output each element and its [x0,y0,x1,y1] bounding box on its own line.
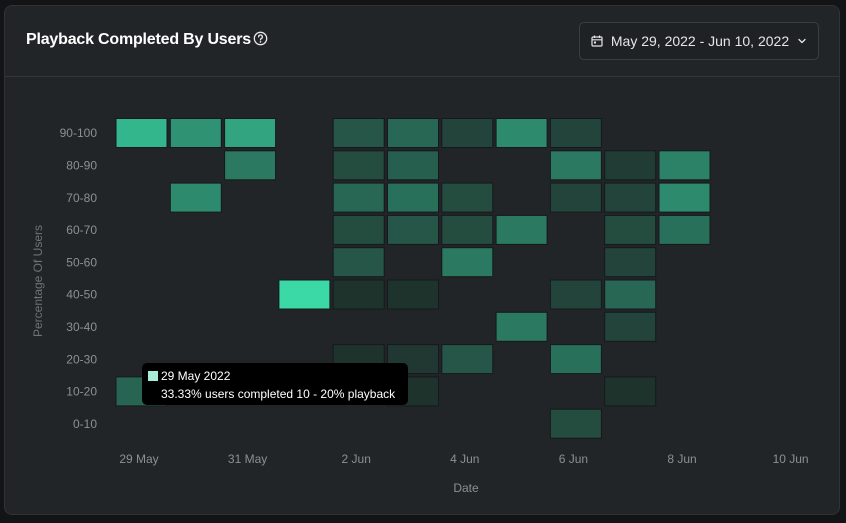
heatmap-cell[interactable] [495,214,548,245]
heatmap-cell[interactable] [549,150,602,181]
heatmap-cell[interactable] [387,344,439,375]
heatmap-cell[interactable] [549,408,602,439]
heatmap-cell[interactable] [224,118,277,148]
heatmap-cell[interactable] [387,214,439,245]
heatmap-cell[interactable] [495,118,548,148]
heatmap-cell[interactable] [115,118,168,148]
heatmap-cell[interactable] [441,182,494,213]
heatmap-cell[interactable] [169,182,222,213]
heatmap-cell[interactable] [441,344,494,375]
calendar-icon [591,35,603,47]
x-tick-label: 10 Jun [773,452,809,466]
heatmap-cell[interactable] [604,279,657,310]
chevron-down-icon [798,38,806,44]
x-tick-label: 31 May [228,452,267,466]
chart-title-text: Playback Completed By Users [26,31,251,48]
heatmap-cell[interactable] [549,118,602,148]
x-tick-label: 29 May [119,452,158,466]
heatmap-cell[interactable] [224,150,277,181]
tooltip-date-line: 29 May 2022 [148,367,402,385]
heatmap-tooltip: 29 May 2022 33.33% users completed 10 - … [142,363,408,405]
heatmap-cell[interactable] [332,182,385,213]
heatmap-cell[interactable] [658,150,711,181]
heatmap-cell[interactable] [387,150,439,181]
x-tick-label: 8 Jun [667,452,696,466]
heatmap-cell[interactable] [441,214,494,245]
x-tick-label: 6 Jun [559,452,588,466]
heatmap-cell[interactable] [604,214,657,245]
x-tick-label: 4 Jun [450,452,479,466]
date-range-picker[interactable]: May 29, 2022 - Jun 10, 2022 [579,22,819,60]
heatmap-cell[interactable] [387,279,439,310]
chart-title: Playback Completed By Users [26,31,268,51]
heatmap-cell[interactable] [604,311,657,342]
heatmap-cell[interactable] [549,279,602,310]
heatmap-cell[interactable] [387,182,439,213]
y-tick-label: 20-30 [66,352,97,366]
tooltip-swatch [148,371,158,381]
heatmap-cell[interactable] [604,247,657,278]
y-tick-label: 0-10 [73,417,97,431]
heatmap-cell[interactable] [332,118,385,148]
y-tick-label: 30-40 [66,320,97,334]
heatmap-cell[interactable] [387,118,439,148]
heatmap-cell[interactable] [549,344,602,375]
heatmap-cell[interactable] [332,214,385,245]
y-tick-label: 60-70 [66,223,97,237]
y-tick-label: 40-50 [66,288,97,302]
heatmap-cell[interactable] [332,150,385,181]
help-circle-icon[interactable] [253,31,268,51]
heatmap-cell[interactable] [332,247,385,278]
x-axis-title: Date [453,481,479,495]
heatmap-cell[interactable] [441,247,494,278]
heatmap-cell[interactable] [658,214,711,245]
y-tick-label: 10-20 [66,385,97,399]
y-axis-title: Percentage Of Users [31,225,45,337]
y-tick-label: 80-90 [66,158,97,172]
heatmap-cell[interactable] [658,182,711,213]
x-tick-label: 2 Jun [342,452,371,466]
heatmap-cell[interactable] [495,311,548,342]
y-tick-label: 50-60 [66,255,97,269]
heatmap-cell[interactable] [604,150,657,181]
y-tick-label: 90-100 [60,126,98,140]
tooltip-text: 33.33% users completed 10 - 20% playback [161,387,396,401]
heatmap-cell[interactable] [332,279,385,310]
heatmap-cell[interactable] [604,182,657,213]
heatmap-chart: 0-10 10-20 20-30 30-40 40-50 50-60 60-70 70-80 8… [31,118,809,495]
heatmap-cell[interactable] [169,118,222,148]
heatmap-cell[interactable] [604,376,657,407]
heatmap-cell[interactable] [278,279,331,310]
playback-card: Playback Completed By Users May 29, 2022… [4,5,840,515]
card-header: Playback Completed By Users May 29, 2022… [5,6,839,77]
heatmap-cell[interactable] [441,118,494,148]
heatmap-cell[interactable] [549,182,602,213]
y-tick-label: 70-80 [66,191,97,205]
date-range-label: May 29, 2022 - Jun 10, 2022 [610,33,790,49]
tooltip-date: 29 May 2022 [161,369,231,383]
